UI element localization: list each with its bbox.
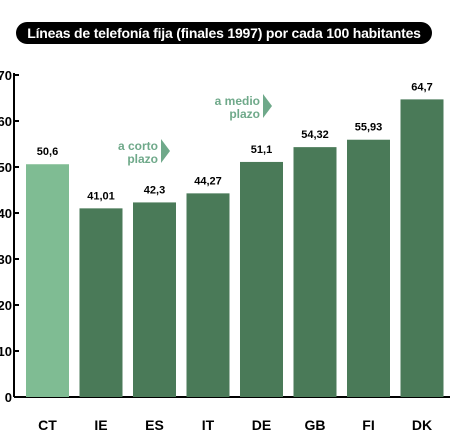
category-label-ie: IE bbox=[94, 417, 107, 433]
y-tick-label: 50 bbox=[0, 160, 12, 175]
y-tick-label: 60 bbox=[0, 114, 12, 129]
category-label-ct: CT bbox=[38, 417, 57, 433]
value-label-gb: 54,32 bbox=[301, 129, 329, 141]
annotation-short-term-text: plazo bbox=[127, 152, 158, 166]
value-label-ct: 50,6 bbox=[37, 146, 58, 158]
category-label-fi: FI bbox=[362, 417, 374, 433]
bar-fi bbox=[347, 139, 390, 398]
category-label-es: ES bbox=[145, 417, 164, 433]
category-label-gb: GB bbox=[305, 417, 326, 433]
category-label-dk: DK bbox=[412, 417, 432, 433]
y-tick-label: 10 bbox=[0, 344, 12, 359]
y-tick-label: 0 bbox=[5, 390, 12, 405]
bar-dk bbox=[400, 99, 444, 397]
y-tick-label: 70 bbox=[0, 68, 12, 83]
value-label-ie: 41,01 bbox=[87, 190, 115, 202]
value-label-it: 44,27 bbox=[194, 175, 222, 187]
bar-gb bbox=[293, 147, 337, 397]
value-label-es: 42,3 bbox=[144, 184, 165, 196]
category-label-de: DE bbox=[252, 417, 271, 433]
y-tick-label: 30 bbox=[0, 252, 12, 267]
bar-es bbox=[133, 202, 176, 397]
bar-it bbox=[186, 193, 230, 397]
annotation-short-term-arrow-icon bbox=[161, 139, 170, 163]
value-label-fi: 55,93 bbox=[355, 122, 383, 134]
value-label-dk: 64,7 bbox=[411, 81, 432, 93]
chart-title-bar: Líneas de telefonía fija (finales 1997) … bbox=[16, 22, 432, 44]
annotation-medium-term-arrow-icon bbox=[263, 94, 272, 118]
y-tick-label: 20 bbox=[0, 298, 12, 313]
annotation-medium-term-text: plazo bbox=[229, 107, 260, 121]
value-label-de: 51,1 bbox=[251, 144, 272, 156]
bar-ct bbox=[26, 164, 69, 397]
annotation-medium-term-text: a medio bbox=[215, 94, 260, 108]
bar-ie bbox=[79, 208, 123, 397]
y-tick-label: 40 bbox=[0, 206, 12, 221]
chart-title: Líneas de telefonía fija (finales 1997) … bbox=[27, 25, 421, 41]
category-label-it: IT bbox=[202, 417, 215, 433]
bar-de bbox=[240, 161, 283, 397]
annotation-short-term-text: a corto bbox=[118, 139, 158, 153]
